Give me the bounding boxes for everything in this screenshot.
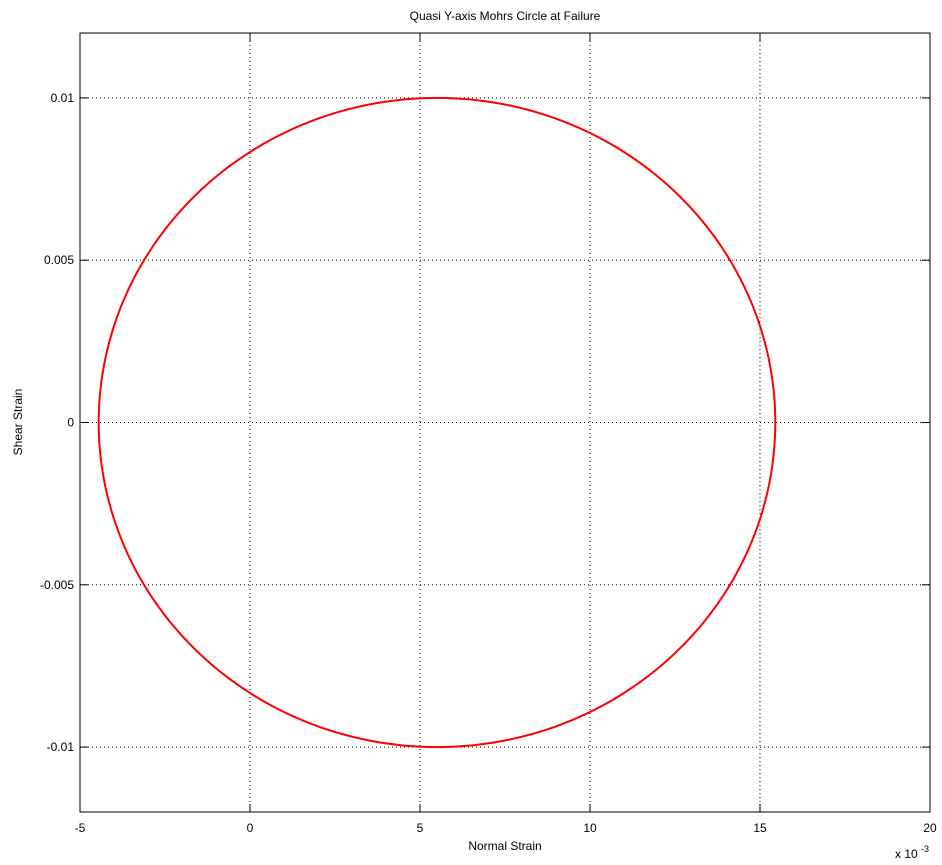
x-axis-label: Normal Strain	[468, 839, 541, 853]
x-axis-multiplier-exponent: -3	[921, 844, 929, 854]
series-layer	[97, 96, 777, 749]
x-tick-label: 15	[753, 821, 767, 835]
x-tick-label: 0	[247, 821, 254, 835]
y-tick-label: 0.01	[51, 91, 75, 105]
x-tick-labels: -5 0 5 10 15 20	[75, 821, 937, 835]
x-tick-label: 10	[583, 821, 597, 835]
x-axis-multiplier-base: x 10	[895, 847, 918, 861]
x-axis-multiplier: x 10 -3	[895, 844, 929, 861]
y-axis-label: Shear Strain	[11, 389, 25, 456]
y-tick-labels: -0.01 -0.005 0 0.005 0.01	[40, 91, 74, 754]
grid-lines	[79, 33, 931, 812]
y-tick-label: -0.005	[40, 578, 74, 592]
x-tick-label: 20	[923, 821, 937, 835]
y-tick-label: 0	[67, 416, 74, 430]
y-tick-label: 0.005	[44, 253, 74, 267]
plot-area	[80, 33, 930, 812]
y-tick-label: -0.01	[47, 740, 75, 754]
x-tick-label: -5	[75, 821, 86, 835]
chart-title: Quasi Y-axis Mohrs Circle at Failure	[410, 9, 601, 23]
x-tick-label: 5	[417, 821, 424, 835]
mohrs-circle-series-line	[97, 96, 777, 749]
tick-marks	[79, 33, 931, 812]
